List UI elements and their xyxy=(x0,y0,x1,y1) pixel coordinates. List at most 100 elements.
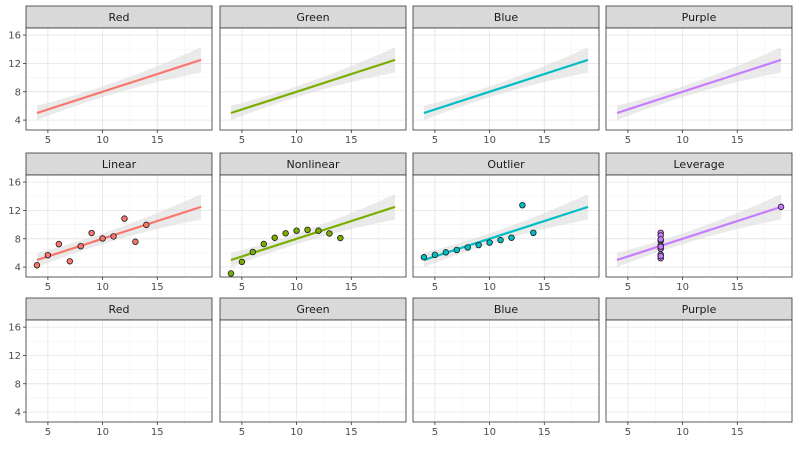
data-point xyxy=(530,229,537,236)
panel-background xyxy=(220,320,406,422)
data-point xyxy=(464,244,471,251)
x-tick-label: 5 xyxy=(432,282,438,293)
facet-panel: Red 5 10 15 4 8 12 16 xyxy=(8,5,213,146)
x-tick-label: 5 xyxy=(625,135,631,146)
facet-panel: Green 5 10 15 xyxy=(219,297,407,438)
x-tick-label: 5 xyxy=(239,135,245,146)
data-point xyxy=(227,270,235,277)
x-tick-label: 10 xyxy=(676,427,689,438)
x-tick-label: 5 xyxy=(239,282,245,293)
regression-line xyxy=(230,58,396,115)
confidence-band xyxy=(230,47,396,121)
data-point xyxy=(260,240,267,248)
confidence-band xyxy=(230,194,396,268)
data-point xyxy=(99,235,106,242)
panel-border xyxy=(219,319,407,423)
y-tick-label: 16 xyxy=(8,323,21,334)
panel-border xyxy=(25,174,213,278)
data-point xyxy=(337,234,344,242)
x-tick-label: 10 xyxy=(676,282,689,293)
x-tick-label: 15 xyxy=(345,427,358,438)
panel-background xyxy=(606,175,792,277)
facet-strip-label: Outlier xyxy=(487,158,525,171)
data-point xyxy=(315,227,322,234)
panel-border xyxy=(25,27,213,131)
y-tick-label: 8 xyxy=(15,379,21,390)
x-tick-label: 5 xyxy=(432,135,438,146)
data-point xyxy=(657,252,664,260)
data-point xyxy=(121,215,128,222)
data-point xyxy=(77,242,84,250)
data-point xyxy=(143,221,150,229)
data-point xyxy=(475,241,482,249)
y-tick-label: 8 xyxy=(15,87,21,98)
facet-strip-label: Purple xyxy=(682,303,717,316)
x-tick-label: 10 xyxy=(290,427,303,438)
data-point xyxy=(110,233,117,240)
x-tick-label: 15 xyxy=(731,427,744,438)
data-point xyxy=(453,246,460,254)
facet-strip-label: Leverage xyxy=(674,158,725,171)
x-tick-label: 10 xyxy=(96,135,109,146)
y-tick-label: 4 xyxy=(15,116,21,127)
facet-panel: Blue 5 10 15 xyxy=(412,5,600,146)
x-tick-label: 5 xyxy=(239,427,245,438)
data-point xyxy=(271,234,278,241)
x-tick-label: 10 xyxy=(290,282,303,293)
y-tick-label: 16 xyxy=(8,178,21,189)
y-tick-label: 12 xyxy=(8,59,21,70)
data-point xyxy=(497,236,504,244)
facet-panel: Purple 5 10 15 xyxy=(605,297,793,438)
facet-panel: Green 5 10 15 xyxy=(219,5,407,146)
data-point xyxy=(249,248,257,256)
x-tick-label: 15 xyxy=(538,135,551,146)
panel-background xyxy=(26,320,212,422)
panel-border xyxy=(412,27,600,131)
panel-background xyxy=(413,320,599,422)
x-tick-label: 10 xyxy=(96,427,109,438)
regression-line xyxy=(423,58,589,115)
data-point xyxy=(486,239,493,246)
panel-border xyxy=(605,319,793,423)
panel-background xyxy=(413,175,599,277)
facet-panel: Leverage 5 10 15 xyxy=(605,152,793,293)
x-tick-label: 5 xyxy=(45,135,51,146)
data-point xyxy=(442,249,450,256)
data-point xyxy=(66,258,73,265)
facet-strip-label: Purple xyxy=(682,11,717,24)
panel-border xyxy=(219,174,407,278)
panel-border xyxy=(412,319,600,423)
x-tick-label: 5 xyxy=(625,427,631,438)
x-tick-label: 5 xyxy=(432,427,438,438)
data-point xyxy=(238,258,246,266)
data-point xyxy=(431,251,439,259)
data-point xyxy=(282,230,289,237)
x-tick-label: 10 xyxy=(483,282,496,293)
data-point xyxy=(657,236,664,243)
facet-panel: Purple 5 10 15 xyxy=(605,5,793,146)
panel-background xyxy=(220,175,406,277)
facet-strip-label: Red xyxy=(109,303,130,316)
x-tick-label: 5 xyxy=(45,427,51,438)
x-tick-label: 15 xyxy=(731,135,744,146)
x-tick-label: 15 xyxy=(538,282,551,293)
facet-strip-label: Nonlinear xyxy=(286,158,340,171)
data-point xyxy=(657,243,664,250)
panel-border xyxy=(25,319,213,423)
panel-background xyxy=(26,28,212,130)
data-point xyxy=(132,238,139,245)
data-point xyxy=(55,240,63,248)
data-point xyxy=(326,230,333,237)
confidence-band xyxy=(36,194,202,268)
confidence-band xyxy=(616,47,782,121)
y-tick-label: 12 xyxy=(8,206,21,217)
y-tick-label: 12 xyxy=(8,351,21,362)
panel-background xyxy=(606,320,792,422)
facet-panel: Red 5 10 15 4 8 12 16 xyxy=(8,297,213,438)
x-tick-label: 15 xyxy=(151,282,164,293)
facet-strip-label: Red xyxy=(109,11,130,24)
facet-strip-label: Green xyxy=(296,303,329,316)
x-tick-label: 15 xyxy=(151,427,164,438)
x-tick-label: 10 xyxy=(290,135,303,146)
